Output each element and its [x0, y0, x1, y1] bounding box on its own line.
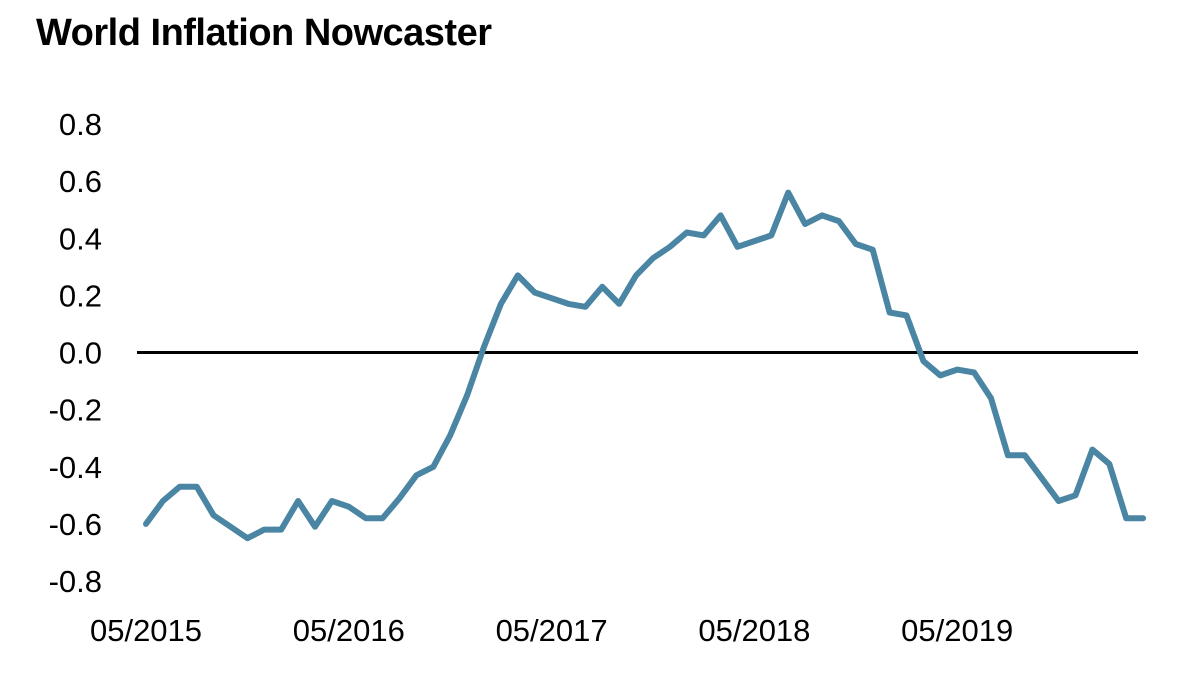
x-tick-label: 05/2015	[90, 613, 202, 648]
y-tick-label: -0.2	[49, 393, 102, 428]
x-tick-label: 05/2016	[293, 613, 405, 648]
chart-title: World Inflation Nowcaster	[36, 12, 492, 54]
y-tick-label: -0.4	[49, 450, 102, 485]
y-tick-label: -0.8	[49, 564, 102, 599]
y-tick-label: -0.6	[49, 507, 102, 542]
x-axis-tick-labels: 05/2015 05/2016 05/2017 05/2018 05/2019	[90, 613, 1013, 648]
y-tick-label: 0.2	[59, 278, 102, 313]
y-axis-tick-labels: 0.8 0.6 0.4 0.2 0.0 -0.2 -0.4 -0.6 -0.8	[49, 107, 102, 599]
series-layer	[143, 189, 1147, 542]
y-tick-label: 0.0	[59, 336, 102, 371]
series-line	[143, 189, 1147, 542]
y-tick-label: 0.8	[59, 107, 102, 142]
x-tick-label: 05/2019	[901, 613, 1013, 648]
y-tick-label: 0.6	[59, 164, 102, 199]
x-tick-label: 05/2018	[698, 613, 810, 648]
x-tick-label: 05/2017	[496, 613, 608, 648]
y-tick-label: 0.4	[59, 221, 102, 256]
